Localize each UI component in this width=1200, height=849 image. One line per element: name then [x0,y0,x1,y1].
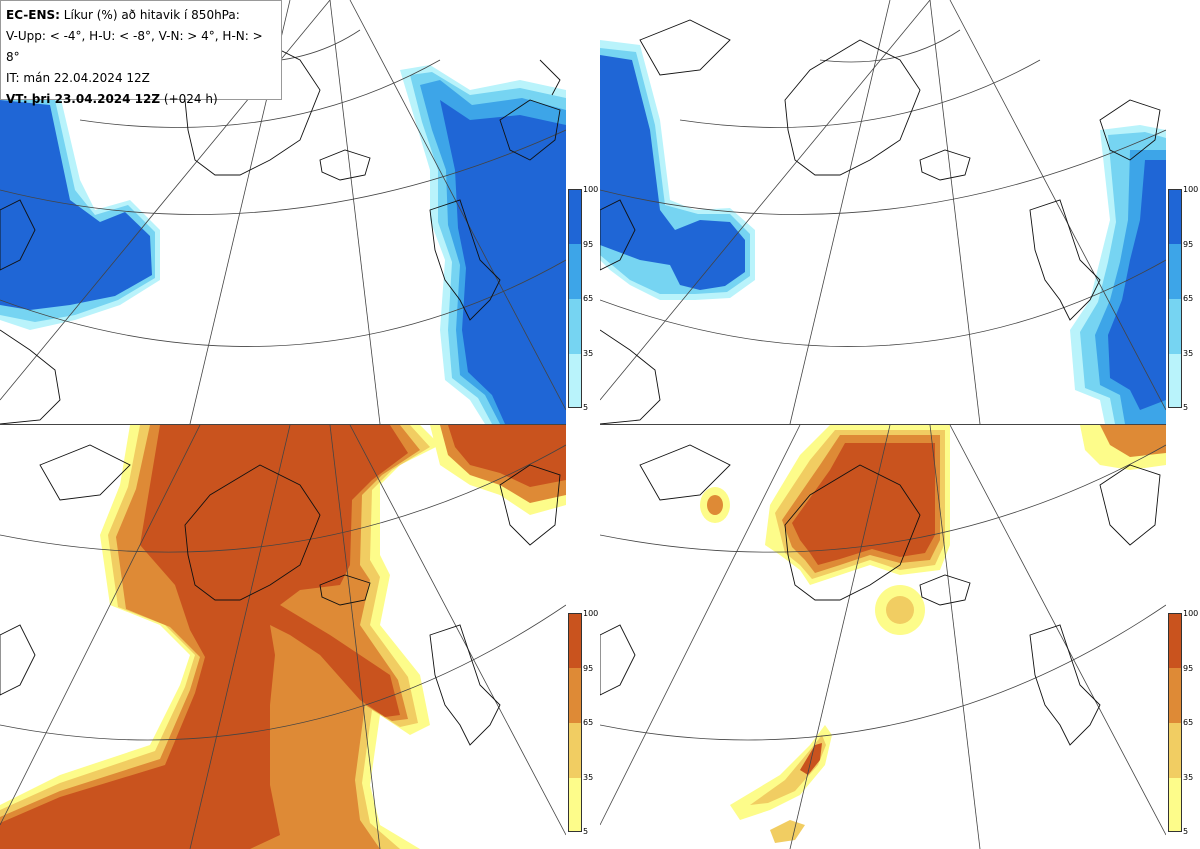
cbar-tick: 5 [583,403,589,412]
colorbar-cold [1168,189,1182,408]
map-panel-upper-right [600,0,1166,424]
colorbar-cold [568,189,582,408]
model-label: EC-ENS: [6,8,60,22]
cbar-tick: 95 [583,664,594,673]
coastlines [600,444,1161,746]
cbar-tick: 65 [583,294,594,303]
coastlines [600,19,1161,424]
cbar-tick: 35 [1183,349,1194,358]
map-panel-lower-right [600,424,1166,849]
legend-line: V-Upp: < -4°, H-U: < -8°, V-N: > 4°, H-N… [6,29,263,64]
cbar-tick: 95 [583,240,594,249]
map-upper-left [0,0,566,424]
cbar-tick: 35 [583,349,594,358]
cbar-tick: 65 [583,718,594,727]
map-title: Líkur (%) að hitavik í 850hPa: [63,8,240,22]
warm-probability-field [700,425,1166,843]
map-lower-right [600,425,1166,849]
colorbar-warm [1168,613,1182,832]
cold-probability-field [600,40,1166,424]
cbar-tick: 5 [1183,403,1189,412]
graticule [600,425,1166,849]
cold-probability-field [0,65,566,424]
colorbar-warm [568,613,582,832]
cbar-tick: 35 [583,773,594,782]
cbar-tick: 5 [1183,827,1189,836]
graticule [0,425,566,849]
cbar-tick: 65 [1183,718,1194,727]
cbar-tick: 35 [1183,773,1194,782]
valid-offset: (+024 h) [163,92,218,106]
cbar-tick: 5 [583,827,589,836]
cbar-tick: 95 [1183,664,1194,673]
cbar-tick: 100 [583,185,599,194]
cbar-tick: 95 [1183,240,1194,249]
cbar-tick: 100 [1183,185,1199,194]
cbar-tick: 65 [1183,294,1194,303]
map-upper-right [600,0,1166,424]
init-time: IT: mán 22.04.2024 12Z [6,71,150,85]
map-info-box: EC-ENS: Líkur (%) að hitavik í 850hPa: V… [0,0,282,106]
warm-probability-field [0,425,566,849]
map-panel-upper-left: EC-ENS: Líkur (%) að hitavik í 850hPa: V… [0,0,566,424]
cbar-tick: 100 [583,609,599,618]
map-panel-lower-left [0,424,566,849]
coastlines [0,444,561,746]
cbar-tick: 100 [1183,609,1199,618]
map-lower-left [0,425,566,849]
valid-time: VT: þri 23.04.2024 12Z [6,92,161,106]
coastlines [0,39,561,424]
graticule [600,0,1166,424]
